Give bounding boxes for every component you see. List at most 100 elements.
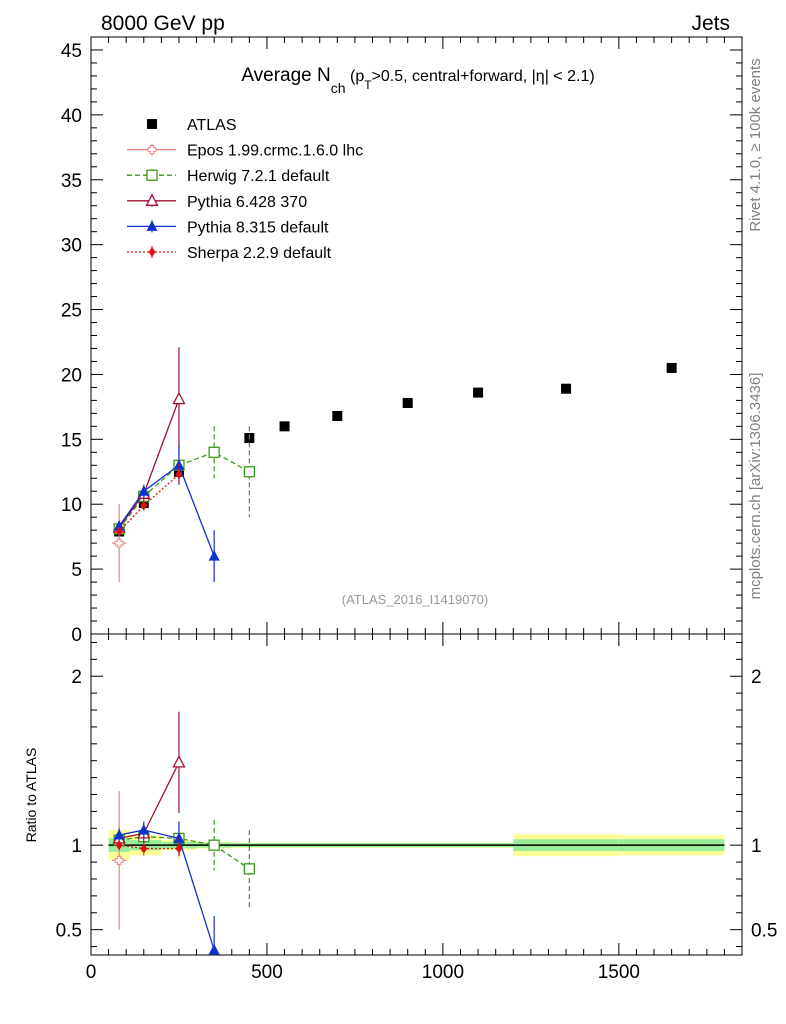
ratio-frame [90,633,743,956]
series-2 [112,347,186,846]
rivet-label: Rivet 4.1.0, ≥ 100k events [747,58,764,231]
marker-shape [175,469,183,480]
atlas-data-point [473,387,484,398]
chart-title: Average Nch (pT>0.5, central+forward, |η… [241,65,594,96]
marker-shape [402,397,413,408]
marker-shape [147,119,157,129]
y-tick-label: 15 [61,430,82,451]
y-tick-label: 45 [61,41,82,62]
series-point [115,526,123,537]
legend-marker [147,145,157,155]
series-point [208,550,220,561]
series-point [140,500,148,511]
marker-shape [138,485,150,496]
marker-shape [147,145,157,155]
legend-entry: Pythia 8.315 default [127,219,329,236]
marker-shape [173,832,185,843]
y-tick-label: 40 [61,106,82,127]
marker-shape [208,550,220,561]
header-right: Jets [691,12,730,35]
title-cond-sub: T [364,78,372,92]
series-ratio-point [138,823,150,835]
series-point [138,485,150,496]
legend-label: Herwig 7.2.1 default [187,168,330,185]
ratio-ylabel: Ratio to ATLAS [23,748,39,843]
atlas-data-point [402,397,413,408]
y-tick-label: 20 [61,365,82,386]
series-point [208,446,220,458]
marker-shape [114,855,124,865]
analysis-tag: (ATLAS_2016_I1419070) [342,592,488,607]
marker-shape [145,193,159,206]
atlas-data-point [561,383,572,394]
marker-shape [113,829,125,840]
mcplots-label: mcplots.cern.ch [arXiv:1306.3436] [747,373,764,600]
marker-shape [473,387,484,398]
x-tick-label: 1500 [598,962,640,983]
series-line [118,451,250,530]
legend-marker [146,220,158,231]
y-tick-label: 30 [61,236,82,257]
series-line [118,473,180,532]
atlas-data-point [332,410,343,421]
marker-shape [148,247,156,257]
series-line [118,398,180,528]
legend-entry: Herwig 7.2.1 default [127,168,330,185]
series-ratio-line [119,762,180,840]
x-tick-label: 1000 [422,962,464,983]
y-tick-label: 10 [61,495,82,516]
series-point [172,391,186,405]
axes: 0 500 1000 1500 0 5 10 15 20 25 30 35 40 45 0.5 0.5 1 1 2 2 [56,36,777,983]
marker-shape [115,840,123,851]
series-point [175,469,183,480]
legend-label: ATLAS [187,117,237,134]
title-cond-open: (p [346,68,365,85]
marker-shape [175,843,183,854]
marker-shape [146,169,158,181]
series-ratio-point [208,943,220,955]
ratio-y-tick-label-right: 1 [751,836,762,857]
ratio-y-tick-label: 1 [71,836,82,857]
legend-entry: ATLAS [147,117,237,134]
legend-marker [146,169,158,181]
series-line [118,464,215,557]
title-sub: ch [331,80,346,96]
marker-shape [666,362,677,373]
atlas-data-point [666,362,677,373]
marker-shape [332,410,343,421]
series-ratio-line [119,829,215,951]
legend-label: Pythia 8.315 default [187,219,329,236]
series-ratio-point [175,843,183,854]
marker-shape [140,500,148,511]
marker-shape [279,421,290,432]
series-ratio-point [115,840,123,851]
legend-entry: Sherpa 2.2.9 default [127,245,332,262]
marker-shape [115,526,123,537]
legend-marker [148,247,156,257]
legend-label: Epos 1.99.crmc.1.6.0 lhc [187,143,363,160]
legend-label: Pythia 6.428 370 [187,194,307,211]
series-point [243,466,256,478]
header-left: 8000 GeV pp [101,12,225,35]
marker-shape [172,391,186,405]
ratio-y-tick-label: 2 [71,667,82,688]
series-ratio-point [114,855,124,865]
ratio-y-tick-label-right: 2 [751,667,762,688]
marker-shape [243,863,256,875]
atlas-data-point [279,421,290,432]
title-cond-rest: >0.5, central+forward, |η| < 2.1) [372,68,595,85]
y-tick-label: 0 [71,625,82,646]
y-tick-label: 35 [61,171,82,192]
legend-entry: Epos 1.99.crmc.1.6.0 lhc [127,143,363,160]
legend-label: Sherpa 2.2.9 default [187,245,332,262]
series-ratio-point [172,754,186,768]
ratio-y-tick-label: 0.5 [56,921,82,942]
marker-shape [208,839,220,851]
legend-marker [145,193,159,206]
series-marks [112,347,677,955]
y-tick-label: 5 [71,560,82,581]
marker-shape [140,843,148,854]
marker-shape [146,220,158,231]
series-ratio-point [173,832,185,843]
